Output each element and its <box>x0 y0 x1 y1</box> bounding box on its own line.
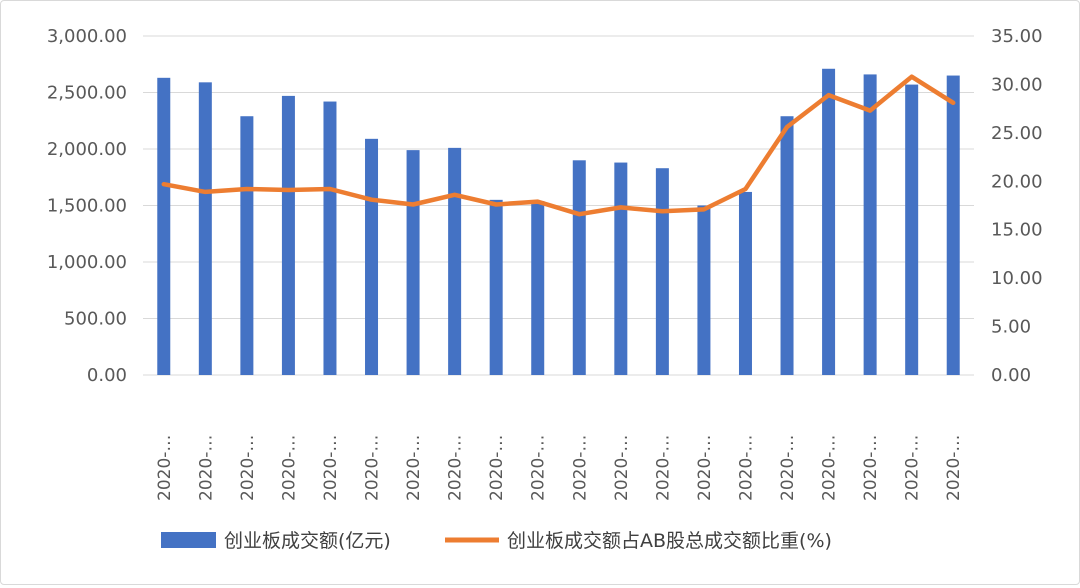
x-axis-ticks: 2020-… 2020-… 2020-… 2020-… 2020-… 2020-… 2020… <box>155 435 964 501</box>
right-axis-tick-label: 25.00 <box>991 123 1043 144</box>
right-axis-tick-label: 20.00 <box>991 171 1043 192</box>
x-axis-tick-label: 2020-… <box>820 435 840 501</box>
right-axis-tick-label: 15.00 <box>991 220 1043 241</box>
bar <box>572 160 586 375</box>
bar <box>905 84 919 375</box>
x-axis-tick-label: 2020-… <box>321 435 341 501</box>
left-axis-ticks: 0.00 500.00 1,000.00 1,500.00 2,000.00 2,500.… <box>47 26 127 386</box>
right-axis-ticks: 0.00 5.00 10.00 15.00 20.00 25.00 30.00 35.00 <box>991 26 1043 386</box>
bar <box>531 200 545 375</box>
right-axis-tick-label: 35.00 <box>991 26 1043 47</box>
bar <box>323 101 337 375</box>
left-axis-tick-label: 1,500.00 <box>47 196 127 217</box>
bar <box>863 74 877 376</box>
x-axis-tick-label: 2020-… <box>363 435 383 501</box>
x-axis-tick-label: 2020-… <box>196 435 216 501</box>
legend-bar-swatch <box>161 532 216 548</box>
bar <box>365 138 379 375</box>
x-axis-tick-label: 2020-… <box>487 435 507 501</box>
legend-bar-label: 创业板成交额(亿元) <box>224 530 391 552</box>
bar <box>697 205 711 375</box>
bar-series <box>157 68 960 376</box>
x-axis-tick-label: 2020-… <box>695 435 715 501</box>
bar <box>822 68 836 376</box>
left-axis-tick-label: 3,000.00 <box>47 26 127 47</box>
left-axis-tick-label: 2,500.00 <box>47 83 127 104</box>
left-axis-tick-label: 2,000.00 <box>47 139 127 160</box>
x-axis-tick-label: 2020-… <box>778 435 798 501</box>
bar <box>780 116 794 375</box>
x-axis-tick-label: 2020-… <box>653 435 673 501</box>
x-axis-tick-label: 2020-… <box>736 435 756 501</box>
bar <box>946 75 960 376</box>
gridlines <box>143 35 974 376</box>
bar <box>655 168 669 375</box>
x-axis-tick-label: 2020-… <box>612 435 632 501</box>
series-line <box>161 74 956 217</box>
bar <box>281 95 295 375</box>
right-axis-tick-label: 10.00 <box>991 268 1043 289</box>
bar <box>448 147 462 375</box>
x-axis-tick-label: 2020-… <box>155 435 175 501</box>
right-axis-tick-label: 0.00 <box>991 365 1031 386</box>
bar <box>198 82 212 375</box>
bar <box>240 116 254 375</box>
left-axis-tick-label: 1,000.00 <box>47 252 127 273</box>
x-axis-tick-label: 2020-… <box>529 435 549 501</box>
legend: 创业板成交额(亿元) 创业板成交额占AB股总成交额比重(%) <box>161 530 832 552</box>
x-axis-tick-label: 2020-… <box>279 435 299 501</box>
x-axis-tick-label: 2020-… <box>570 435 590 501</box>
x-axis-tick-label: 2020-… <box>861 435 881 501</box>
legend-line-label: 创业板成交额占AB股总成交额比重(%) <box>507 530 832 552</box>
bar <box>614 162 628 375</box>
left-axis-tick-label: 0.00 <box>87 365 127 386</box>
bar <box>489 199 503 375</box>
x-axis-tick-label: 2020-… <box>903 435 923 501</box>
x-axis-tick-label: 2020-… <box>944 435 964 501</box>
line-series <box>161 74 956 217</box>
x-axis-tick-label: 2020-… <box>238 435 258 501</box>
right-axis-tick-label: 5.00 <box>991 317 1031 338</box>
x-axis-tick-label: 2020-… <box>446 435 466 501</box>
right-axis-tick-label: 30.00 <box>991 74 1043 95</box>
bar <box>406 150 420 375</box>
x-axis-tick-label: 2020-… <box>404 435 424 501</box>
bar <box>738 191 752 375</box>
bar <box>157 77 171 375</box>
left-axis-tick-label: 500.00 <box>64 309 127 330</box>
